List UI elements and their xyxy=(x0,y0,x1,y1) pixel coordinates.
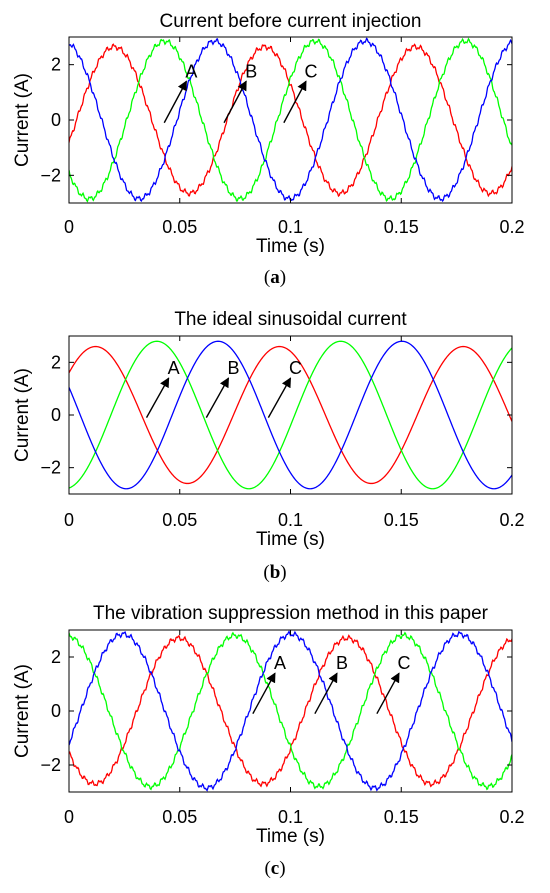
series-line-c xyxy=(69,340,512,490)
caption-paren-close: ) xyxy=(280,562,286,583)
chart-title: Current before current injection xyxy=(160,11,422,32)
x-tick-label: 0.05 xyxy=(162,807,197,827)
x-tick-label: 0.1 xyxy=(278,510,303,530)
series-line-b xyxy=(69,37,512,203)
y-tick-label: 0 xyxy=(51,110,61,130)
annotation-label-c: C xyxy=(398,653,411,673)
y-axis-label: Current (A) xyxy=(12,73,33,167)
caption-paren-open: ( xyxy=(263,562,269,583)
series-line-b xyxy=(69,340,512,490)
x-axis-label: Time (s) xyxy=(256,826,325,847)
caption-paren-open: ( xyxy=(264,858,270,879)
y-tick-label: −2 xyxy=(40,755,61,775)
chart-panel-c: The vibration suppression method in this… xyxy=(12,603,525,879)
caption-letter: a xyxy=(270,267,280,288)
series-line-c xyxy=(69,630,512,792)
series-line-a xyxy=(69,345,512,485)
x-tick-label: 0.15 xyxy=(384,807,419,827)
annotation-label-b: B xyxy=(227,358,239,378)
y-tick-label: 2 xyxy=(51,647,61,667)
x-tick-label: 0.15 xyxy=(384,217,419,237)
x-tick-label: 0.15 xyxy=(384,510,419,530)
x-tick-label: 0.05 xyxy=(162,510,197,530)
annotation-arrow-a xyxy=(163,80,188,124)
x-tick-label: 0.1 xyxy=(278,807,303,827)
annotation-label-a: A xyxy=(274,653,286,673)
caption-paren-close: ) xyxy=(279,858,285,879)
panel-caption: (a) xyxy=(264,267,286,288)
annotation-arrow-c xyxy=(283,80,307,124)
y-axis-label: Current (A) xyxy=(12,664,33,758)
annotation-label-b: B xyxy=(336,653,348,673)
y-tick-label: −2 xyxy=(40,458,61,478)
annotation-arrow-b xyxy=(314,672,338,715)
annotation-arrow-b xyxy=(205,377,230,418)
y-tick-label: 0 xyxy=(51,405,61,425)
annotation-arrow-c xyxy=(376,672,400,715)
x-tick-label: 0 xyxy=(64,510,74,530)
x-tick-label: 0 xyxy=(64,807,74,827)
series-group xyxy=(69,630,512,792)
x-tick-label: 0.2 xyxy=(499,807,524,827)
caption-paren-open: ( xyxy=(264,267,270,288)
series-line-a xyxy=(69,43,512,198)
annotation-label-c: C xyxy=(305,61,318,81)
series-group xyxy=(69,340,512,490)
y-tick-label: 2 xyxy=(51,55,61,75)
annotation-label-b: B xyxy=(245,61,257,81)
y-tick-label: 2 xyxy=(51,352,61,372)
chart-panel-a: Current before current injection 0 0.05 0.1… xyxy=(12,11,525,288)
y-tick-label: 0 xyxy=(51,701,61,721)
series-line-a xyxy=(69,634,512,788)
caption-letter: c xyxy=(271,858,279,879)
caption-letter: b xyxy=(270,562,281,583)
x-tick-label: 0.2 xyxy=(499,510,524,530)
x-axis-label: Time (s) xyxy=(256,236,325,257)
series-line-c xyxy=(69,37,512,203)
panel-caption: (b) xyxy=(263,562,286,583)
x-tick-label: 0 xyxy=(64,217,74,237)
chart-panel-b: The ideal sinusoidal current 0 0.05 0.1 0.15… xyxy=(12,309,525,583)
annotation-arrow-c xyxy=(267,377,292,418)
annotation-label-a: A xyxy=(168,358,180,378)
y-tick-label: −2 xyxy=(40,165,61,185)
annotation-label-a: A xyxy=(185,61,197,81)
series-group xyxy=(69,37,512,203)
caption-paren-close: ) xyxy=(280,267,286,288)
x-tick-label: 0.1 xyxy=(278,217,303,237)
annotation-arrow-a xyxy=(145,377,170,418)
panel-caption: (c) xyxy=(264,858,285,879)
y-axis-label: Current (A) xyxy=(12,368,33,462)
chart-title: The ideal sinusoidal current xyxy=(174,309,407,330)
annotation-label-c: C xyxy=(289,358,302,378)
annotation-arrow-b xyxy=(223,80,247,124)
plot-frame xyxy=(68,36,513,204)
x-tick-label: 0.2 xyxy=(499,217,524,237)
chart-title: The vibration suppression method in this… xyxy=(93,603,489,624)
x-tick-label: 0.05 xyxy=(162,217,197,237)
series-line-b xyxy=(69,631,512,791)
annotation-arrow-a xyxy=(252,672,276,715)
x-axis-label: Time (s) xyxy=(256,529,325,550)
